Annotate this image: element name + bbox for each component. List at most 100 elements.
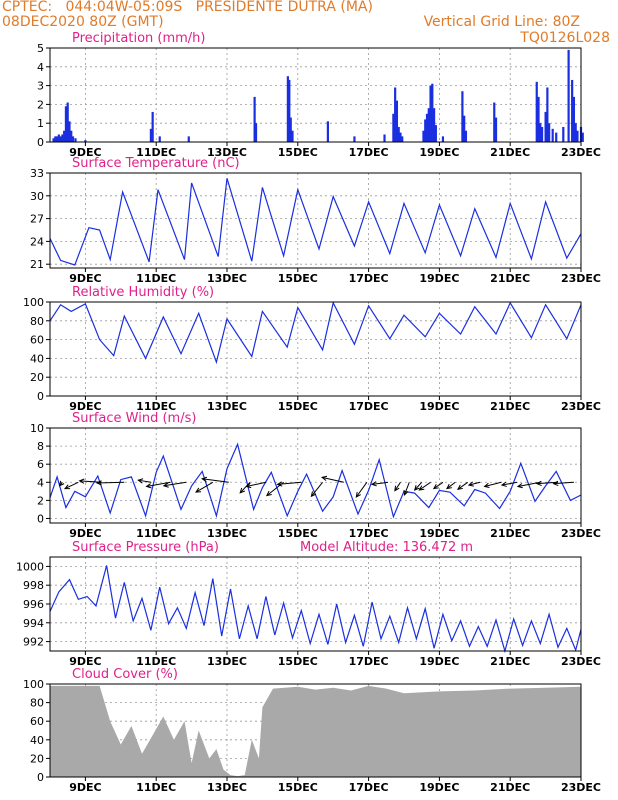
y-tick-label: 3 [37,80,44,93]
precip-bar [464,130,468,142]
y-tick-label: 30 [30,190,44,203]
precip-bar [399,132,402,142]
x-tick-label: 13DEC [207,146,247,159]
y-tick-label: 20 [30,371,44,384]
wind-vector-head [239,487,246,494]
precip-bar [66,102,69,142]
precip-bar [432,108,436,142]
y-tick-label: 100 [23,296,44,309]
wind-vector-head [310,491,317,498]
y-tick-label: 60 [30,715,44,728]
x-tick-label: 13DEC [207,527,247,540]
precip-bar [326,121,329,142]
precip-bar [540,126,544,142]
precip-bar [574,123,577,142]
x-tick-label: 21DEC [490,781,530,794]
panel-frame [49,172,582,269]
y-tick-label: 4 [37,476,44,489]
precip-bar [54,136,57,142]
wind-vector [163,481,187,487]
y-tick-label: 24 [30,235,44,248]
y-tick-label: 40 [30,734,44,747]
wind-vector-head [432,483,439,490]
wind-vector [433,481,444,489]
precip-bar [461,91,464,142]
x-tick-label: 21DEC [490,146,530,159]
y-tick-label: 100 [23,678,44,691]
series-line [49,301,582,365]
series-line [49,442,582,519]
wind-vector [322,476,344,483]
wind-vector-head [245,483,252,489]
y-tick-label: 4 [37,61,44,74]
precip-bar [434,125,437,142]
precip-bar [353,136,356,142]
precip-bar [61,134,64,142]
wind-vector-head [500,481,507,487]
wind-vector [79,480,102,483]
wind-vector [414,481,423,491]
x-tick-label: 9DEC [69,527,101,540]
panel-title: Surface Wind (m/s) [72,411,196,426]
header-date: 08DEC2020 80Z (GMT) [2,14,164,30]
y-tick-label: 2 [37,98,44,111]
x-tick-label: 23DEC [561,146,601,159]
y-tick-label: 8 [37,440,44,453]
x-tick-label: 17DEC [349,781,389,794]
wind-vector [468,481,481,486]
panel-frame [49,47,582,143]
precip-bar [57,134,60,142]
wind-vector-head [516,483,523,489]
precip-bar [441,136,445,142]
wind-vector-head [456,484,463,490]
precip-bar [551,128,554,142]
wind-vector-head [370,481,377,487]
precip-bar [64,106,68,142]
precip-bar [253,96,256,142]
wind-vector [536,481,559,485]
y-tick-label: 996 [23,598,44,611]
x-tick-label: 19DEC [419,781,459,794]
precip-bar [562,126,565,142]
x-tick-label: 9DEC [69,781,101,794]
wind-vector-head [63,484,71,490]
x-tick-label: 11DEC [136,655,176,668]
y-tick-label: 21 [30,258,44,271]
x-tick-label: 19DEC [419,400,459,413]
wind-vector [501,481,518,486]
precip-bar [494,117,498,142]
x-tick-label: 17DEC [349,400,389,413]
x-tick-label: 21DEC [490,527,530,540]
x-tick-label: 19DEC [419,272,459,285]
wind-vector-head [320,475,328,481]
wind-vector [202,478,229,483]
wind-vector [484,481,502,487]
wind-vector-head [403,489,409,496]
precip-bar [576,130,579,142]
y-tick-label: 20 [30,752,44,765]
wind-vector [195,481,214,493]
precip-bar [555,132,558,142]
panel-title: Cloud Cover (%) [72,667,178,682]
y-tick-label: 0 [37,136,44,149]
x-tick-label: 19DEC [419,655,459,668]
wind-vector-head [467,481,474,487]
wind-vector-head [201,476,208,482]
wind-vector [394,482,401,491]
wind-vector-head [95,480,102,486]
header-station: CPTEC: 044:04W-05:09S PRESIDENTE DUTRA (… [2,0,373,15]
precip-bar [288,79,291,142]
wind-vector-head [58,480,65,487]
precip-bar [187,136,190,142]
precip-bar [71,136,75,142]
x-tick-label: 23DEC [561,781,601,794]
series-line [49,178,582,266]
wind-vector-head [145,483,152,489]
y-tick-label: 60 [30,334,44,347]
wind-vector-head [78,478,85,484]
y-tick-label: 994 [23,617,44,630]
x-tick-label: 23DEC [561,527,601,540]
x-tick-label: 21DEC [490,400,530,413]
wind-vector [239,481,251,494]
